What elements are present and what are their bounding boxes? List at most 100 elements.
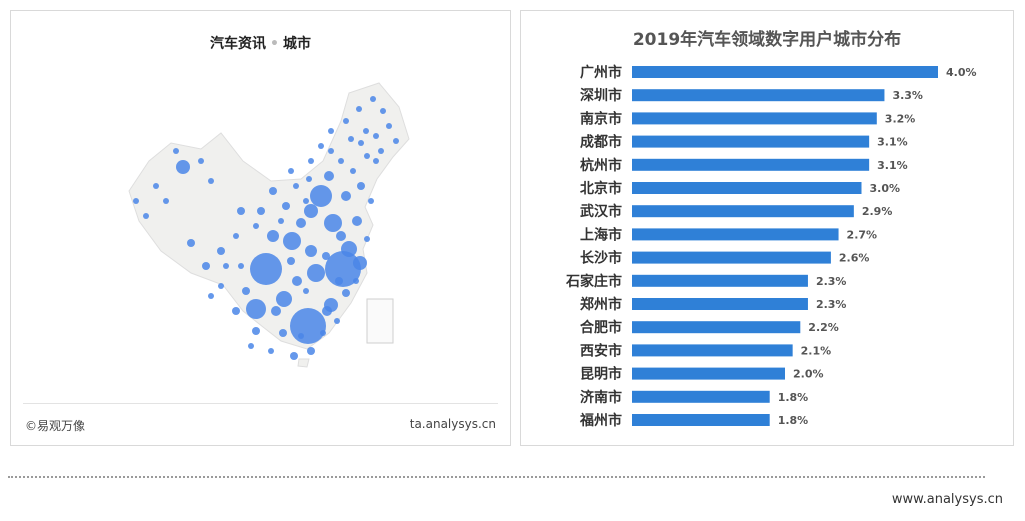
panel-footer-divider xyxy=(23,403,498,404)
value-label: 1.8% xyxy=(778,414,809,427)
bar xyxy=(632,414,770,426)
bar xyxy=(632,89,885,102)
city-bubble xyxy=(305,245,317,257)
city-bubble xyxy=(268,348,274,354)
bar xyxy=(632,205,854,218)
city-bubble xyxy=(324,214,342,232)
value-label: 2.3% xyxy=(816,298,847,311)
value-label: 2.0% xyxy=(793,368,824,381)
value-label: 3.1% xyxy=(877,136,908,149)
city-bubble xyxy=(143,213,149,219)
city-bubble xyxy=(176,160,190,174)
city-bubble xyxy=(306,176,312,182)
city-bubble xyxy=(296,218,306,228)
city-bubble xyxy=(276,291,292,307)
city-bubble xyxy=(380,108,386,114)
city-bubble xyxy=(267,230,279,242)
bar xyxy=(632,135,870,148)
city-bubble xyxy=(322,306,332,316)
chart-panel: 2019年汽车领域数字用户城市分布 广州市 4.0% 深圳市 3.3% 南京市 3.2% 成… xyxy=(520,10,1014,446)
map-title-separator: • xyxy=(270,36,279,52)
value-label: 4.0% xyxy=(946,66,977,79)
city-bubble xyxy=(328,128,334,134)
category-label: 杭州市 xyxy=(580,157,622,174)
city-bubble xyxy=(257,207,265,215)
city-bubble xyxy=(303,198,309,204)
city-bubble xyxy=(242,287,250,295)
city-bubble xyxy=(353,256,367,270)
category-label: 长沙市 xyxy=(580,250,622,267)
city-bubble xyxy=(298,333,304,339)
city-bubble xyxy=(198,158,204,164)
city-bubble xyxy=(356,106,362,112)
city-bubble xyxy=(303,288,309,294)
city-bubble xyxy=(288,168,294,174)
city-bubble xyxy=(363,128,369,134)
city-bubble xyxy=(320,330,326,336)
city-bubble xyxy=(218,283,224,289)
category-label: 福州市 xyxy=(579,412,622,429)
copyright-text: ©易观万像 xyxy=(25,419,86,433)
map-title-part2: 城市 xyxy=(282,36,311,52)
city-bubble xyxy=(223,263,229,269)
chart-title: 2019年汽车领域数字用户城市分布 xyxy=(632,30,902,50)
source-link[interactable]: ta.analysys.cn xyxy=(409,417,496,431)
city-bubble xyxy=(336,231,346,241)
city-bubble xyxy=(282,202,290,210)
city-bubble xyxy=(253,223,259,229)
city-bubble xyxy=(338,158,344,164)
category-label: 郑州市 xyxy=(580,296,622,313)
category-label: 广州市 xyxy=(580,64,622,81)
bar-chart: 广州市 4.0% 深圳市 3.3% 南京市 3.2% 成都市 3.1% 杭州市 3.1% 北京市 3.… xyxy=(565,64,977,429)
city-bubble xyxy=(293,183,299,189)
value-label: 3.3% xyxy=(892,89,923,102)
value-label: 3.0% xyxy=(870,182,901,195)
page-divider xyxy=(8,476,985,478)
bar xyxy=(632,112,877,125)
city-bubble xyxy=(373,158,379,164)
city-bubble xyxy=(163,198,169,204)
city-bubble xyxy=(328,148,334,154)
city-bubble xyxy=(252,327,260,335)
city-bubble xyxy=(342,289,350,297)
city-bubble xyxy=(237,207,245,215)
city-bubble xyxy=(308,158,314,164)
city-bubble xyxy=(357,182,365,190)
category-label: 西安市 xyxy=(580,342,622,359)
city-bubble xyxy=(352,216,362,226)
city-bubble xyxy=(364,236,370,242)
category-label: 石家庄市 xyxy=(565,273,622,290)
value-label: 2.9% xyxy=(862,205,893,218)
city-bubble xyxy=(341,241,357,257)
site-url[interactable]: www.analysys.cn xyxy=(891,492,1003,507)
city-bubble xyxy=(269,187,277,195)
category-label: 济南市 xyxy=(580,389,622,406)
city-bubble xyxy=(373,133,379,139)
city-bubble xyxy=(353,278,359,284)
city-bubble xyxy=(279,329,287,337)
category-label: 南京市 xyxy=(580,110,622,127)
city-bubble xyxy=(246,299,266,319)
city-bubble xyxy=(334,318,340,324)
city-bubble xyxy=(217,247,225,255)
category-label: 上海市 xyxy=(580,226,622,243)
city-bubble xyxy=(378,148,384,154)
city-bubble xyxy=(238,263,244,269)
value-label: 2.7% xyxy=(847,228,878,241)
value-label: 3.1% xyxy=(877,159,908,172)
bar xyxy=(632,228,839,241)
city-bubble xyxy=(307,264,325,282)
city-bubble xyxy=(393,138,399,144)
bar xyxy=(632,298,808,310)
city-bubble xyxy=(187,239,195,247)
city-bubble xyxy=(208,293,214,299)
value-label: 2.1% xyxy=(801,344,832,357)
city-bubble xyxy=(370,96,376,102)
city-bubble xyxy=(153,183,159,189)
city-bubble xyxy=(233,233,239,239)
city-bubble xyxy=(304,204,318,218)
city-bubble xyxy=(208,178,214,184)
city-bubble xyxy=(364,153,370,159)
bar xyxy=(632,158,870,171)
city-bubble xyxy=(358,140,364,146)
